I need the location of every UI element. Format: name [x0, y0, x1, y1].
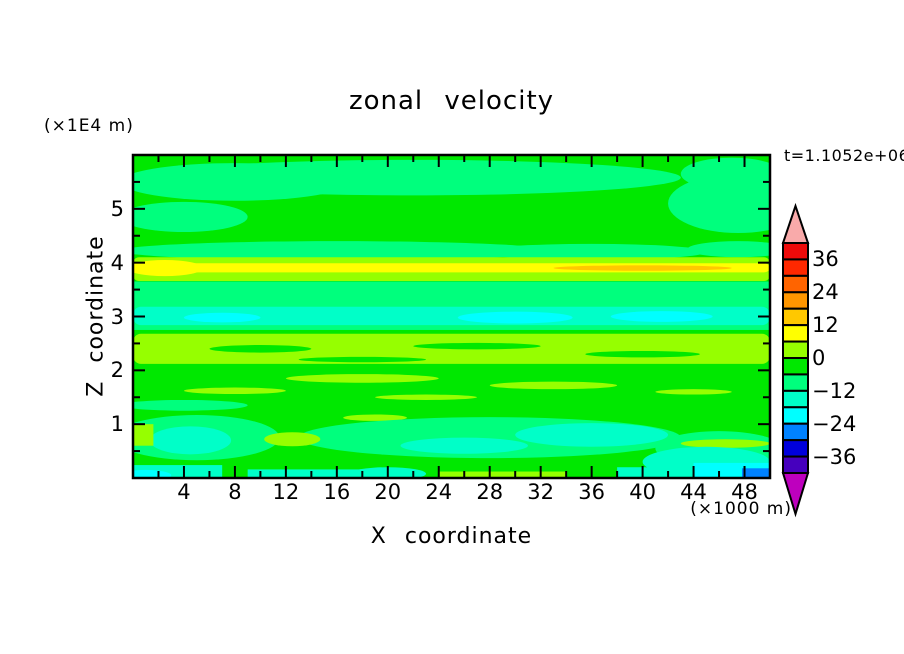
- axis-ticks: [134, 156, 769, 477]
- contour-region-cyan: [183, 312, 261, 323]
- y-tick-label-4: 4: [110, 250, 124, 275]
- x-tick-label-24: 24: [425, 480, 453, 504]
- x-tick-label-32: 32: [527, 480, 555, 504]
- contour-region-yellow: [133, 259, 204, 277]
- x-axis-title: X coordinate: [370, 524, 533, 549]
- contour-region-chartreuse: [183, 387, 286, 395]
- colorbar-overflow-arrow: [781, 202, 810, 244]
- colorbar: [781, 202, 810, 518]
- colorbar-box-spring: [782, 373, 809, 392]
- contour-region-green: [209, 345, 312, 353]
- colorbar-box-indigo: [782, 455, 809, 475]
- colorbar-box-orange: [782, 291, 809, 310]
- colorbar-label-36: 36: [812, 247, 839, 272]
- x-tick-label-4: 4: [177, 480, 191, 504]
- time-annotation: t=1.1052e+06: [784, 146, 904, 165]
- x-tick-label-44: 44: [680, 480, 707, 504]
- colorbar-label--36: −36: [812, 444, 857, 469]
- colorbar-box-yellow: [782, 324, 809, 343]
- contour-region-gold: [553, 265, 732, 271]
- colorbar-label-12: 12: [812, 313, 839, 338]
- contour-region-turquoise: [133, 306, 770, 326]
- contour-region-turquoise: [149, 426, 232, 455]
- x-tick-label-20: 20: [374, 480, 402, 504]
- colorbar-box-skyblue: [782, 422, 809, 442]
- contour-region-turquoise: [617, 467, 694, 478]
- contour-region-spring: [133, 201, 248, 232]
- x-tick-label-48: 48: [731, 480, 758, 504]
- colorbar-box-gold: [782, 307, 809, 327]
- colorbar-box-red2: [782, 258, 809, 277]
- y-axis-unit-label: (×1E4 m): [44, 116, 134, 136]
- contour-region-green: [298, 356, 427, 363]
- y-tick-label-1: 1: [110, 412, 124, 437]
- contour-field: [133, 155, 770, 478]
- colorbar-box-chartreuse: [782, 340, 809, 360]
- contour-region-cyan: [457, 311, 573, 324]
- contour-region-chartreuse: [375, 394, 477, 400]
- colorbar-box-green: [782, 357, 809, 376]
- colorbar-box-red: [782, 242, 809, 261]
- x-axis-unit-label: (×1000 m): [690, 499, 792, 519]
- colorbar-box-turquoise: [782, 389, 809, 409]
- x-tick-label-40: 40: [629, 480, 656, 504]
- colorbar-label--12: −12: [812, 378, 857, 403]
- contour-region-spring: [687, 241, 770, 258]
- contour-region-chartreuse: [343, 414, 407, 421]
- contour-region-turquoise: [400, 437, 528, 454]
- chart-title: zonal velocity: [348, 86, 555, 116]
- contour-region-cyan: [133, 469, 172, 478]
- contour-region-spring: [133, 163, 350, 201]
- colorbar-box-cyan: [782, 406, 809, 425]
- contour-region-spring: [133, 399, 248, 411]
- colorbar-box-blue: [782, 439, 809, 458]
- x-tick-label-12: 12: [272, 480, 300, 504]
- colorbar-label--24: −24: [812, 411, 857, 436]
- contour-region-chartreuse: [285, 374, 439, 383]
- contour-region-chartreuse: [655, 389, 732, 395]
- colorbar-label-0: 0: [812, 346, 826, 370]
- contour-region-cyan: [610, 311, 713, 322]
- contour-region-turquoise: [247, 469, 363, 478]
- contour-region-turquoise: [515, 423, 669, 447]
- contour-region-spring: [680, 157, 770, 190]
- y-tick-label-2: 2: [110, 358, 124, 383]
- contour-region-chartreuse: [133, 424, 154, 446]
- x-tick-label-16: 16: [323, 480, 351, 504]
- contour-region-chartreuse: [438, 471, 567, 478]
- contour-region-green: [585, 350, 700, 358]
- contour-region-chartreuse: [680, 439, 770, 448]
- x-tick-label-36: 36: [578, 480, 605, 504]
- y-tick-label-3: 3: [110, 304, 124, 329]
- contour-region-spring: [476, 243, 707, 260]
- contour-region-green: [413, 342, 541, 350]
- x-tick-label-28: 28: [476, 480, 504, 504]
- contour-region-chartreuse: [489, 381, 618, 390]
- contour-region-chartreuse: [264, 432, 321, 447]
- x-tick-label-8: 8: [228, 480, 242, 504]
- colorbar-box-orange2: [782, 274, 809, 294]
- plot-frame: [131, 153, 772, 480]
- contour-region-spring: [133, 241, 554, 261]
- colorbar-label-24: 24: [812, 280, 839, 305]
- y-tick-label-5: 5: [110, 196, 124, 221]
- contour-region-skyblue: [741, 468, 770, 478]
